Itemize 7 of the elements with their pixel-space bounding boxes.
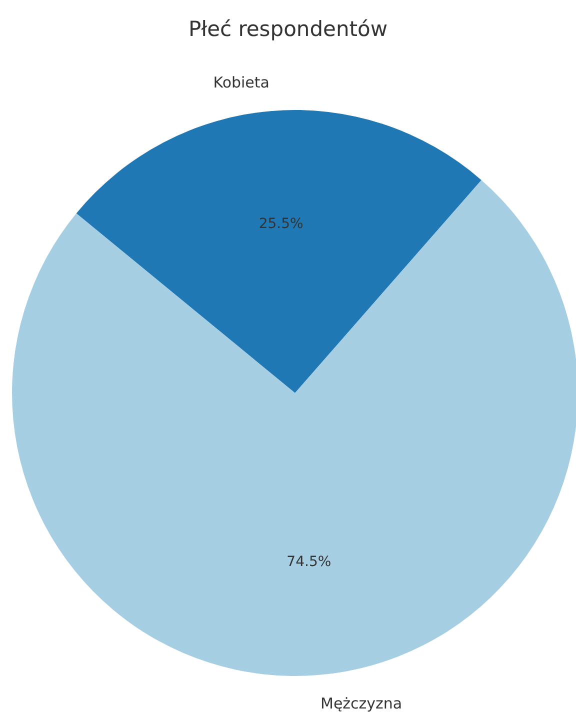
slice-label: Mężczyzna [320, 694, 402, 712]
slice-label: Kobieta [213, 74, 270, 92]
data-label: 25.5% [258, 216, 304, 232]
pie-slice [12, 180, 576, 676]
pie-slice [76, 110, 482, 393]
data-label: 74.5% [286, 554, 332, 570]
chart-title: Płeć respondentów [188, 17, 388, 41]
